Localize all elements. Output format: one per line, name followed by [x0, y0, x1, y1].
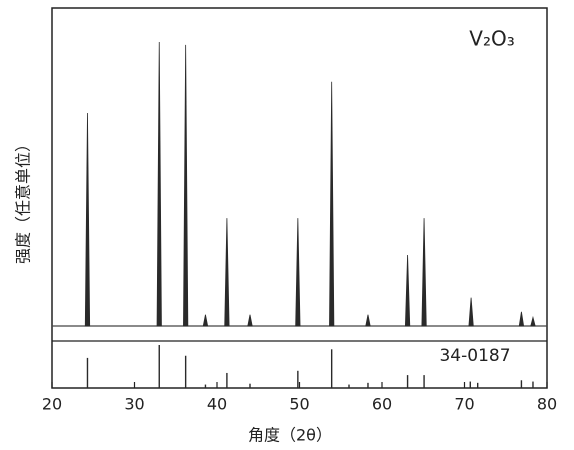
x-tick-label: 40 [207, 395, 227, 414]
chart-title: V₂O₃ [469, 27, 514, 51]
x-tick-label: 20 [42, 395, 62, 414]
diffraction-peak [156, 41, 162, 327]
diffraction-peak [530, 315, 536, 327]
x-tick-label: 60 [372, 395, 392, 414]
diffraction-peak [468, 297, 474, 327]
diffraction-peak [421, 218, 427, 327]
plot-frame [51, 7, 548, 389]
diffraction-peak [84, 112, 91, 327]
diffraction-peak [247, 314, 253, 327]
diffraction-peak [224, 218, 230, 327]
x-tick-label: 70 [454, 395, 474, 414]
diffraction-peak [518, 311, 525, 327]
diffraction-peak [295, 218, 301, 327]
x-tick-label: 30 [124, 395, 144, 414]
x-tick-label: 80 [537, 395, 557, 414]
diffraction-peak [329, 81, 335, 327]
x-axis-label: 角度（2θ） [248, 426, 332, 445]
x-tick-label: 50 [289, 395, 309, 414]
diffraction-peak [202, 314, 209, 327]
diffraction-peak [365, 314, 371, 327]
reference-label: 34-0187 [439, 346, 510, 366]
y-axis-label: 强度（任意单位） [14, 136, 33, 264]
diffraction-peak [404, 254, 411, 327]
diffraction-peak [183, 44, 189, 327]
